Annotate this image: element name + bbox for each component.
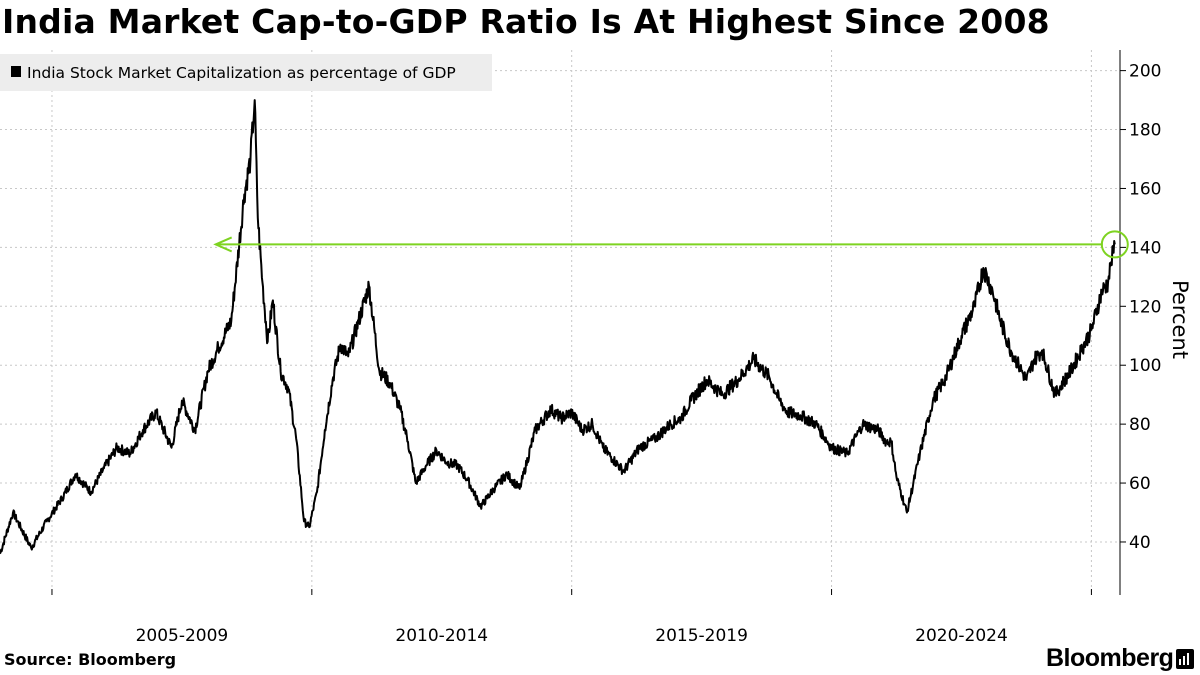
y-tick-label: 100 xyxy=(1129,356,1161,376)
y-axis-ticks: 40 60 80 100 120 140 160 180 200 xyxy=(1120,62,1161,553)
x-tick-label: 2015-2019 xyxy=(655,626,748,646)
y-tick-label: 140 xyxy=(1129,238,1161,258)
axes xyxy=(51,50,1121,595)
source-note: Source: Bloomberg xyxy=(4,650,177,669)
y-tick-label: 120 xyxy=(1129,297,1161,317)
bloomberg-logo: Bloomberg xyxy=(1046,644,1174,672)
legend: India Stock Market Capitalization as per… xyxy=(0,54,492,91)
annotation-highlight-circle xyxy=(1100,230,1129,259)
y-tick-label: 200 xyxy=(1129,62,1161,82)
legend-background xyxy=(0,54,492,91)
bloomberg-terminal-icon xyxy=(1176,649,1194,669)
y-tick-label: 180 xyxy=(1129,121,1161,141)
y-tick-label: 40 xyxy=(1129,533,1151,553)
annotation-arrowhead xyxy=(213,236,233,253)
annotation-group xyxy=(213,230,1129,259)
x-tick-label: 2005-2009 xyxy=(136,626,229,646)
series-group xyxy=(0,99,1116,555)
y-tick-label: 60 xyxy=(1129,474,1151,494)
legend-swatch xyxy=(11,66,21,77)
x-axis-labels: 2005-2009 2010-2014 2015-2019 2020-2024 xyxy=(136,626,1008,646)
x-tick-label: 2020-2024 xyxy=(915,626,1008,646)
grid-lines xyxy=(0,50,1120,595)
legend-label: India Stock Market Capitalization as per… xyxy=(27,64,456,82)
series-line xyxy=(0,99,1116,555)
x-tick-label: 2010-2014 xyxy=(395,626,488,646)
y-tick-label: 80 xyxy=(1129,415,1151,435)
chart-title: India Market Cap-to-GDP Ratio Is At High… xyxy=(2,2,1050,41)
y-axis-label: Percent xyxy=(1168,280,1192,359)
y-tick-label: 160 xyxy=(1129,179,1161,199)
